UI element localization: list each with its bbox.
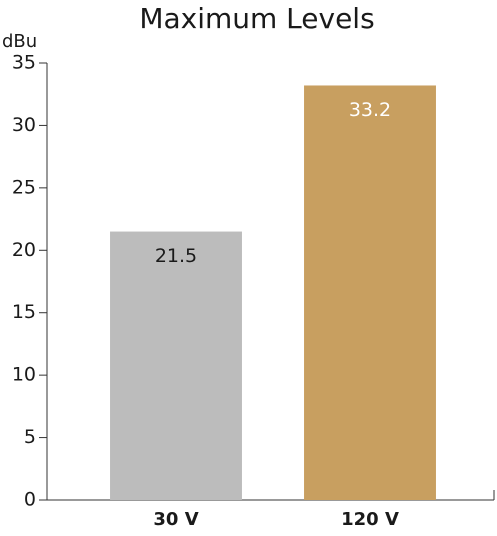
chart-title: Maximum Levels — [139, 2, 374, 35]
bar — [304, 85, 436, 500]
x-tick-label: 120 V — [341, 509, 399, 530]
y-tick-label: 30 — [12, 114, 36, 136]
y-axis-label: dBu — [2, 31, 37, 52]
y-tick-label: 15 — [12, 301, 36, 323]
value-label: 33.2 — [349, 99, 391, 121]
bar — [110, 231, 242, 501]
x-tick-label: 30 V — [153, 509, 198, 530]
y-tick-label: 35 — [12, 52, 36, 74]
y-tick-label: 20 — [12, 239, 36, 261]
y-tick-label: 10 — [12, 364, 36, 386]
y-tick-label: 0 — [24, 489, 36, 511]
value-label: 21.5 — [155, 245, 197, 267]
y-tick-label: 25 — [12, 176, 36, 198]
y-tick-label: 5 — [24, 426, 36, 448]
